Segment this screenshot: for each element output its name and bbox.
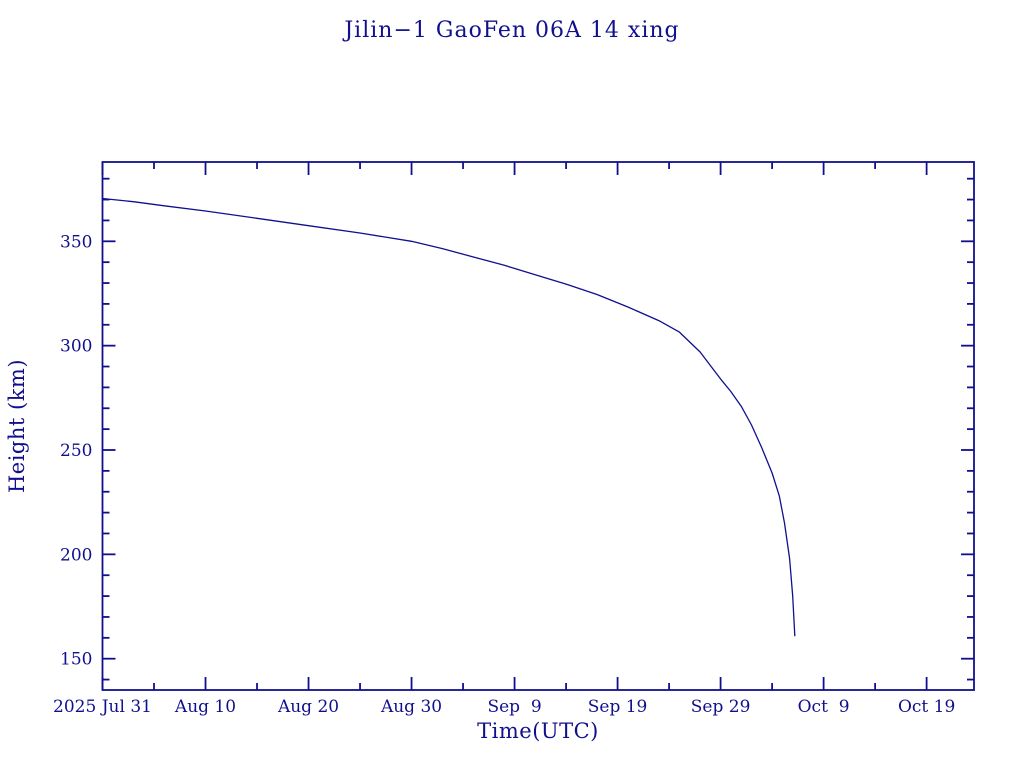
x-tick-label: 2025 Jul 31 [53, 697, 152, 717]
x-tick-label: Aug 10 [174, 697, 236, 717]
x-tick-label: Aug 30 [380, 697, 442, 717]
height-decay-curve [101, 197, 796, 637]
y-tick-label: 300 [60, 337, 92, 357]
y-axis-label: Height (km) [5, 358, 29, 494]
x-tick-label: Oct 19 [898, 697, 955, 717]
x-tick-label: Sep 29 [691, 697, 751, 717]
x-tick-label: Sep 19 [588, 697, 648, 717]
chart-title: Jilin−1 GaoFen 06A 14 xing [344, 18, 680, 43]
x-tick-label: Oct 9 [798, 697, 850, 717]
axes-frame [101, 161, 975, 691]
y-tick-label: 200 [60, 545, 92, 565]
x-tick-label: Sep 9 [487, 697, 541, 717]
y-tick-label: 350 [60, 232, 92, 252]
y-tick-label: 150 [60, 650, 92, 670]
y-tick-label: 250 [60, 441, 92, 461]
x-axis-label: Time(UTC) [477, 719, 599, 743]
x-tick-label: Aug 20 [277, 697, 339, 717]
